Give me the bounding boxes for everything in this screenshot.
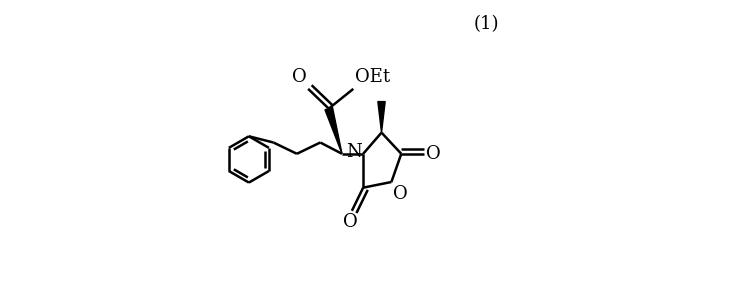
Text: N: N: [346, 143, 362, 161]
Text: O: O: [292, 68, 307, 86]
Text: OEt: OEt: [355, 68, 390, 86]
Text: (1): (1): [473, 15, 498, 34]
Text: O: O: [426, 145, 441, 163]
Text: O: O: [343, 213, 358, 231]
Polygon shape: [325, 107, 342, 154]
Text: O: O: [393, 185, 408, 203]
Polygon shape: [378, 101, 385, 133]
